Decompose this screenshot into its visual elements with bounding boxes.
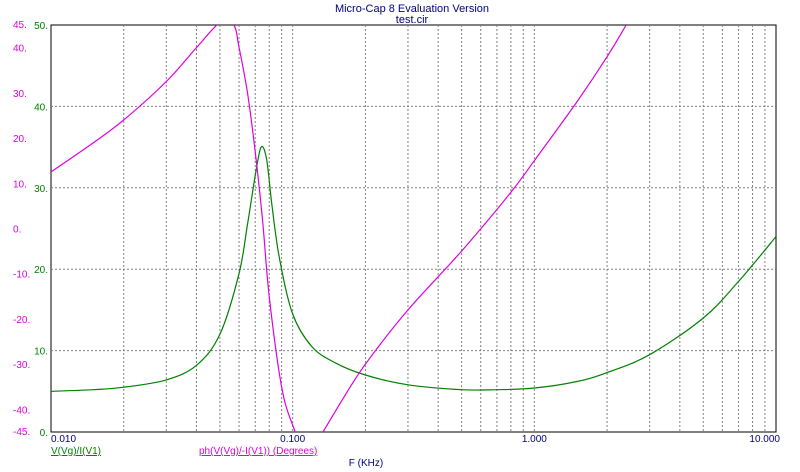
left-tick-label: 10.: [34, 347, 48, 358]
right-tick-label: 20.: [13, 134, 27, 145]
left-tick-label: 20.: [34, 265, 48, 276]
x-tick-label: 1.000: [522, 434, 547, 445]
right-tick-label: 0.: [13, 225, 21, 236]
right-tick-label: 10.: [13, 179, 27, 190]
right-tick-label: -20.: [13, 315, 30, 326]
right-tick-label: -40.: [13, 405, 30, 416]
right-tick-label: 45.: [13, 20, 27, 31]
left-tick-label: 30.: [34, 184, 48, 195]
chart-title: Micro-Cap 8 Evaluation Version: [335, 3, 489, 15]
right-tick-label: -10.: [13, 270, 30, 281]
legend-series-1: V(Vg)/I(V1): [51, 446, 101, 457]
left-tick-label: 50.: [34, 21, 48, 32]
series-line-1: [51, 145, 776, 392]
left-axis-ticks: 0. 10. 20. 30. 40. 50.: [34, 21, 48, 439]
right-axis-ticks: -45. -40. -30. -20. -10. 0. 10. 20. 30. 40. 45.: [13, 20, 30, 438]
legend-series-2: ph(V(Vg)/-I(V1)) (Degrees): [199, 446, 317, 457]
right-tick-label: -45.: [13, 427, 30, 438]
grid: [51, 25, 776, 432]
series-lines: [51, 25, 776, 432]
x-tick-label: 0.100: [280, 434, 305, 445]
right-tick-label: -30.: [13, 360, 30, 371]
left-tick-label: 0.: [40, 428, 48, 439]
series-line-2: [51, 25, 627, 432]
x-axis-ticks: 0.010 0.100 1.000 10.000: [51, 434, 780, 445]
x-tick-label: 10.000: [749, 434, 780, 445]
left-tick-label: 40.: [34, 102, 48, 113]
x-axis-label: F (KHz): [349, 458, 383, 469]
plot-area: [50, 24, 777, 433]
chart-subtitle: test.cir: [396, 14, 429, 26]
right-tick-label: 40.: [13, 44, 27, 55]
x-tick-label: 0.010: [51, 434, 76, 445]
right-tick-label: 30.: [13, 89, 27, 100]
